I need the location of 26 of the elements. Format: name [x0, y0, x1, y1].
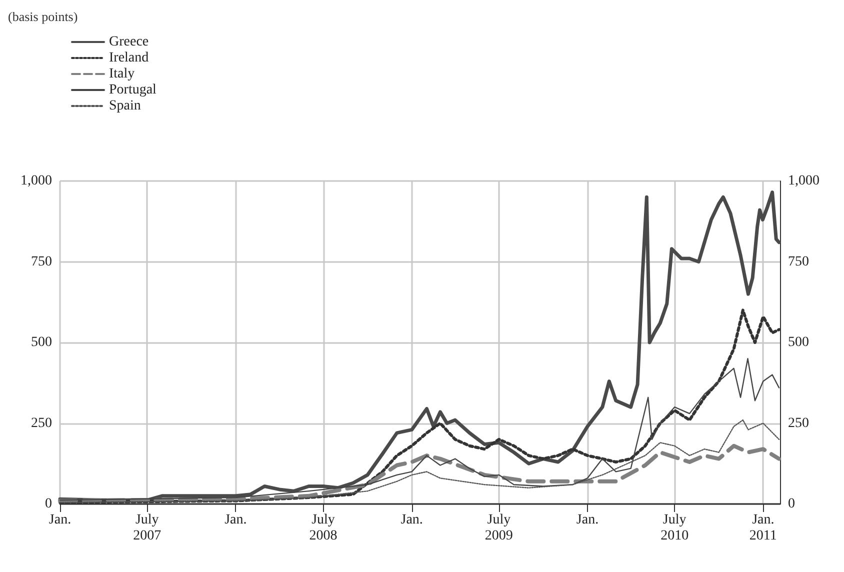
x-tick-label: Jan.	[224, 512, 247, 528]
y-tick-label: 0	[45, 496, 52, 512]
y2-tick-label: 500	[788, 335, 809, 350]
x-tick-label: Jan. 2011	[749, 512, 777, 544]
x-tick-label: July 2007	[133, 512, 162, 544]
legend-label: Ireland	[109, 50, 149, 66]
y-tick-label: 750	[31, 254, 52, 270]
x-tick-label: July 2009	[484, 512, 513, 544]
legend-label: Italy	[109, 66, 135, 82]
text: (basis points)	[8, 9, 78, 24]
x-tick-label: Jan.	[400, 512, 423, 528]
legend-label: Greece	[109, 34, 149, 50]
y2-tick-label: 0	[788, 496, 795, 512]
x-tick-label: Jan.	[48, 512, 72, 528]
line-series	[58, 190, 781, 502]
y2-tick-label: 750	[788, 254, 809, 270]
x-tick-label: July 2008	[309, 512, 338, 544]
y2-tick-label: 1,000	[788, 174, 820, 188]
legend-label: Portugal	[109, 82, 157, 98]
y-tick-label: 1,000	[20, 174, 52, 188]
x-tick-label: July 2010	[660, 512, 689, 544]
y2-tick-label: 250	[788, 416, 809, 431]
y-tick-label: 500	[31, 335, 52, 350]
legend-label: Spain	[109, 98, 141, 114]
y-tick-label: 250	[31, 416, 52, 431]
x-tick-label: Jan.	[576, 512, 599, 528]
